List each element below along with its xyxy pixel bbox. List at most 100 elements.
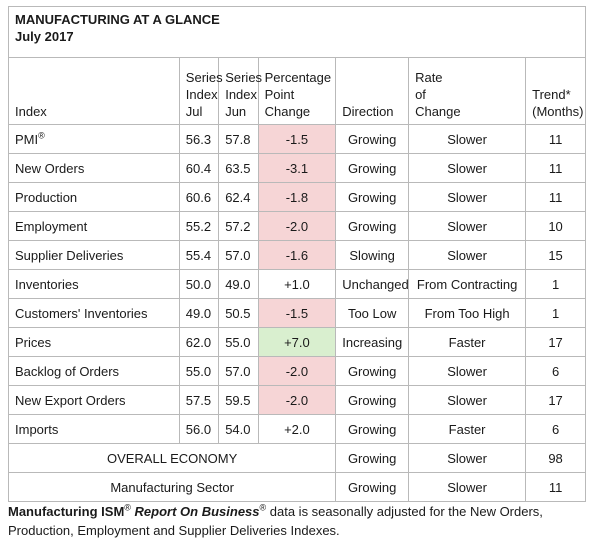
index-name: PMI® [8,124,180,154]
table-row: New Export Orders 57.5 59.5 -2.0 Growing Slow… [8,385,586,415]
trend-months: 17 [525,327,586,357]
series-index-jul: 55.2 [178,211,220,241]
table-title: MANUFACTURING AT A GLANCE [15,12,220,27]
header-trend: Trend* (Months) [525,57,586,125]
series-index-jul: 56.3 [178,124,220,154]
rate-of-change: Slower [408,443,527,473]
registered-mark: ® [38,130,45,141]
series-index-jul: 55.0 [178,356,220,386]
series-index-jun: 50.5 [218,298,259,328]
rate-of-change: Slower [408,124,527,154]
rate-of-change: Slower [408,472,527,502]
index-name: Prices [8,327,180,357]
summary-row: OVERALL ECONOMY Growing Slower 98 [7,443,586,473]
header-jun: Series Index Jun [218,57,262,125]
direction: Growing [335,385,410,415]
percentage-point-change: -2.0 [257,356,337,386]
summary-label: Manufacturing Sector [7,472,337,502]
trend-months: 11 [525,124,586,154]
series-index-jul: 49.0 [178,298,220,328]
summary-label: OVERALL ECONOMY [7,443,337,473]
percentage-point-change: -1.8 [257,182,337,212]
trend-months: 6 [525,356,586,386]
header-direction: Direction [335,57,410,125]
footnote-sup2: ® [259,502,267,513]
footnote-part1: Manufacturing ISM [8,504,125,519]
series-index-jun: 57.0 [218,240,259,270]
direction: Unchanged [335,269,410,299]
index-name: Supplier Deliveries [8,240,180,270]
footnote-sup1: ® [124,502,131,513]
trend-months: 1 [525,298,586,328]
series-index-jul: 60.4 [178,153,220,183]
percentage-point-change: -2.0 [257,211,337,241]
direction: Slowing [335,240,410,270]
footnote-part2: Report On Business [134,504,260,519]
table-row: Supplier Deliveries 55.4 57.0 -1.6 Slowing Sl… [8,240,586,270]
direction: Growing [335,356,410,386]
trend-months: 17 [525,385,586,415]
percentage-point-change: -3.1 [257,153,337,183]
rate-of-change: Slower [408,153,527,183]
direction: Growing [335,414,410,444]
table-title-cell: MANUFACTURING AT A GLANCE July 2017 [8,6,586,58]
trend-months: 10 [525,211,586,241]
table-row: Inventories 50.0 49.0 +1.0 Unchanged From Con… [8,269,586,299]
rate-of-change: Slower [408,385,527,415]
index-name: Imports [8,414,180,444]
percentage-point-change: +7.0 [257,327,337,357]
rate-of-change: Slower [408,211,527,241]
percentage-point-change: -1.6 [257,240,337,270]
index-name: Production [8,182,180,212]
index-name: Inventories [8,269,180,299]
rate-of-change: Slower [408,182,527,212]
series-index-jun: 54.0 [218,414,259,444]
footnote: Manufacturing ISM® Report On Business® d… [8,502,593,540]
rate-of-change: Faster [408,327,527,357]
table-row: Imports 56.0 54.0 +2.0 Growing Faster 6 [8,414,586,444]
table-row: Employment 55.2 57.2 -2.0 Growing Slower 10 [8,211,586,241]
header-row: Index Series Index Jul Series Index Jun … [8,57,586,125]
index-name: Backlog of Orders [8,356,180,386]
manufacturing-table: MANUFACTURING AT A GLANCE July 2017 Inde… [7,6,586,502]
trend-months: 11 [525,153,586,183]
direction: Growing [335,443,410,473]
header-jul: Series Index Jul [178,57,223,125]
trend-months: 98 [525,443,586,473]
percentage-point-change: +1.0 [257,269,337,299]
series-index-jun: 62.4 [218,182,259,212]
series-index-jun: 57.8 [218,124,259,154]
index-name: Employment [8,211,180,241]
index-name: Customers' Inventories [8,298,180,328]
header-index: Index [8,57,180,125]
index-name: New Export Orders [8,385,180,415]
trend-months: 6 [525,414,586,444]
direction: Growing [335,472,410,502]
direction: Growing [335,124,410,154]
header-rate: Rate of Change [408,57,527,125]
table-row: New Orders 60.4 63.5 -3.1 Growing Slower 11 [8,153,586,183]
rate-of-change: Slower [408,356,527,386]
series-index-jul: 60.6 [178,182,220,212]
series-index-jun: 59.5 [218,385,259,415]
series-index-jun: 57.0 [218,356,259,386]
percentage-point-change: -1.5 [257,124,337,154]
direction: Too Low [335,298,410,328]
table-row: Prices 62.0 55.0 +7.0 Increasing Faster 17 [8,327,586,357]
trend-months: 1 [525,269,586,299]
footnote-part3: data is seasonally adjusted for the New … [8,504,543,538]
header-change: Percentage Point Change [257,57,337,125]
table-row: Backlog of Orders 55.0 57.0 -2.0 Growing Slow… [8,356,586,386]
series-index-jun: 63.5 [218,153,259,183]
direction: Growing [335,153,410,183]
table-row: PMI® 56.3 57.8 -1.5 Growing Slower 11 [8,124,586,154]
series-index-jun: 57.2 [218,211,259,241]
percentage-point-change: -2.0 [257,385,337,415]
series-index-jul: 50.0 [178,269,220,299]
summary-row: Manufacturing Sector Growing Slower 11 [7,472,586,502]
series-index-jul: 56.0 [178,414,220,444]
series-index-jun: 55.0 [218,327,259,357]
series-index-jul: 62.0 [178,327,220,357]
trend-months: 11 [525,472,586,502]
